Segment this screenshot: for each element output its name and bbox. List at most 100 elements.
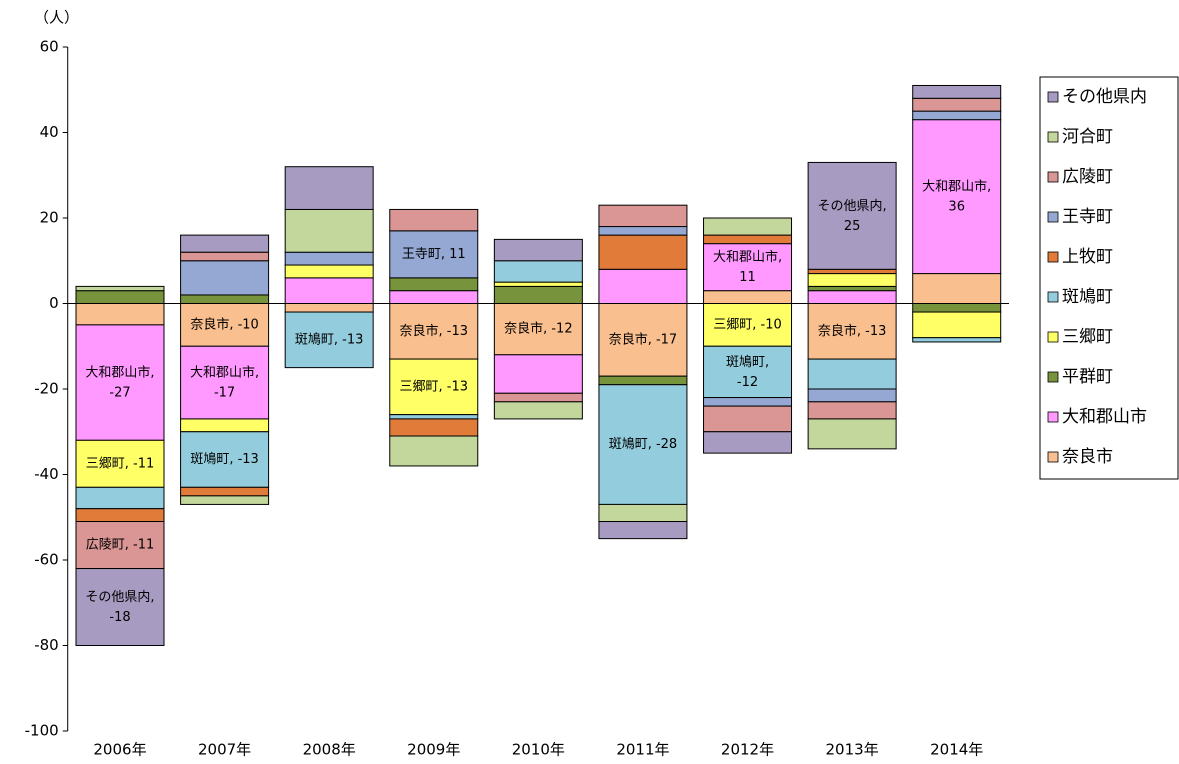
bar-segment [912, 97, 1002, 112]
y-tick-label: 40 [40, 123, 59, 141]
legend-label: 河合町 [1062, 127, 1113, 147]
bar-segment [389, 414, 479, 420]
bar-segment [75, 508, 165, 523]
data-label: 三郷町, -11 [86, 456, 155, 471]
data-label: 三郷町, -10 [713, 317, 782, 332]
bar-segment [75, 285, 165, 292]
bar-segment [180, 431, 270, 488]
bar-segment [75, 568, 165, 646]
bar-segment [807, 273, 897, 287]
data-label: 奈良市, -13 [818, 323, 887, 339]
data-label: 奈良市, -10 [190, 316, 259, 332]
legend-swatch [1047, 91, 1059, 103]
bar-segment [180, 260, 270, 296]
bar-segment [598, 204, 688, 228]
bar-segment [75, 324, 165, 441]
x-tick-label: 2008年 [303, 741, 356, 759]
legend-swatch [1047, 331, 1059, 343]
bar-segment [493, 260, 583, 283]
bar-segment [75, 439, 165, 488]
data-label: その他県内, -18 [85, 589, 154, 625]
y-tick-label: 0 [49, 294, 59, 312]
data-label: 斑鳩町, -13 [295, 332, 364, 347]
legend-label: 上牧町 [1062, 247, 1113, 267]
bar-segment [703, 431, 793, 454]
bar-segment [912, 273, 1002, 305]
legend-box [1039, 76, 1179, 480]
bar-segment [180, 251, 270, 262]
legend-label: 広陵町 [1062, 167, 1113, 187]
legend-swatch [1047, 251, 1059, 263]
x-tick-label: 2011年 [616, 741, 669, 759]
y-tick-label: -60 [34, 551, 59, 569]
bar-segment [807, 285, 897, 292]
bar-segment [807, 303, 897, 360]
y-tick-label: -100 [25, 722, 59, 740]
y-tick-label: 60 [40, 38, 59, 56]
legend-swatch [1047, 371, 1059, 383]
bar-segment [912, 84, 1002, 99]
bar-segment [389, 208, 479, 232]
bar-segment [912, 337, 1002, 343]
bar-segment [75, 303, 165, 326]
bar-segment [389, 230, 479, 279]
bar-segment [180, 486, 270, 497]
bar-segment [180, 234, 270, 253]
bar-segment [598, 375, 688, 386]
y-tick-label: -40 [34, 465, 59, 483]
bar-segment [807, 161, 897, 270]
data-label: 斑鳩町, -28 [609, 437, 678, 452]
bar-segment [703, 405, 793, 433]
bar-segment [703, 234, 793, 245]
bar-segment [493, 392, 583, 403]
data-label: 斑鳩町, -12 [726, 354, 769, 389]
bar-segment [389, 435, 479, 467]
legend-swatch [1047, 211, 1059, 223]
bar-segment [912, 311, 1002, 339]
bar-segment [703, 290, 793, 304]
data-label: 斑鳩町, -13 [190, 452, 259, 467]
bar-segment [284, 166, 374, 210]
data-label: 大和郡山市, 11 [713, 249, 782, 285]
legend-label: 王寺町 [1062, 207, 1113, 227]
bar-segment [284, 303, 374, 313]
bar-segment [389, 277, 479, 292]
y-tick-label: -20 [34, 380, 59, 398]
y-axis-label: （人） [34, 9, 79, 27]
bar-segment [493, 285, 583, 304]
x-tick-label: 2010年 [512, 741, 565, 759]
legend-label: 大和郡山市 [1062, 407, 1147, 427]
legend-label: 斑鳩町 [1062, 287, 1113, 307]
bar-segment [284, 251, 374, 266]
bar-segment [598, 303, 688, 377]
bar-segment [703, 397, 793, 407]
bar-segment [598, 521, 688, 540]
data-label: 大和郡山市, -27 [85, 364, 154, 400]
bar-segment [807, 418, 897, 450]
data-label: その他県内, 25 [818, 197, 887, 233]
data-label: 奈良市, -12 [504, 321, 573, 337]
bar-segment [493, 401, 583, 420]
bar-segment [284, 264, 374, 279]
legend-label: 平群町 [1062, 367, 1113, 387]
bar-segment [284, 208, 374, 253]
data-label: 奈良市, -13 [400, 323, 469, 339]
bar-segment [598, 503, 688, 523]
bar-segment [284, 277, 374, 305]
legend-swatch [1047, 411, 1059, 423]
bar-segment [75, 486, 165, 510]
bar-segment [807, 358, 897, 390]
bar-segment [389, 358, 479, 416]
bar-segment [912, 110, 1002, 121]
bar-segment [75, 290, 165, 304]
data-label: 大和郡山市, 36 [922, 178, 991, 214]
data-label: 三郷町, -13 [400, 379, 469, 394]
bar-segment [912, 119, 1002, 275]
bar-segment [807, 388, 897, 403]
bar-segment [912, 303, 1002, 313]
bar-segment [807, 268, 897, 275]
x-tick-label: 2007年 [198, 741, 251, 759]
bar-segment [180, 418, 270, 433]
bar-segment [389, 418, 479, 437]
